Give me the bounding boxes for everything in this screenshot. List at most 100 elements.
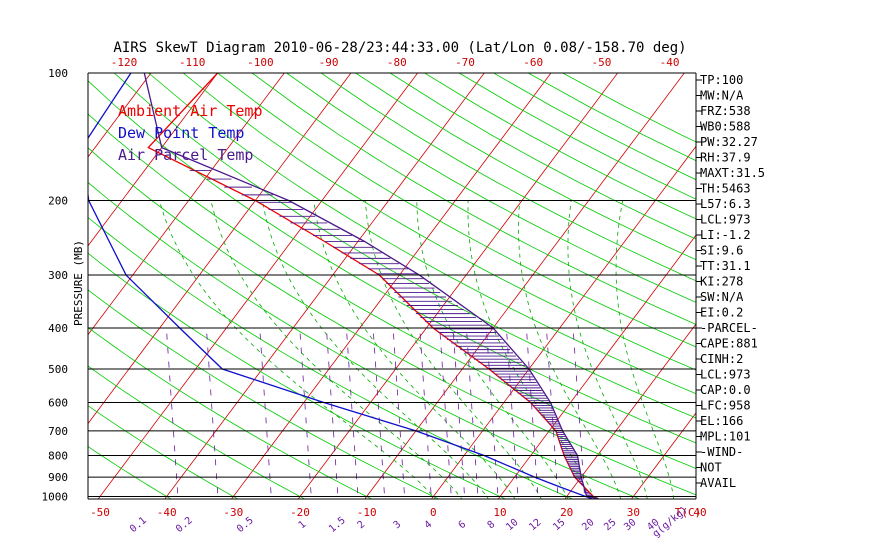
legend: Ambient Air Temp Dew Point Temp Air Parcel…	[118, 102, 263, 164]
x-tick-label-top: -90	[319, 56, 339, 69]
moist-adiabat-line	[158, 200, 437, 499]
isotherm-line	[88, 73, 285, 336]
isotherm-line	[430, 145, 696, 499]
index-label: TT:31.1	[700, 259, 751, 273]
x-tick-label-bottom: -50	[90, 506, 110, 519]
mixing-ratio-line	[165, 327, 179, 499]
x-tick-label-bottom: 10	[493, 506, 506, 519]
mixing-ratio-line	[486, 327, 499, 499]
series-line-2	[88, 73, 592, 499]
isotherm-line	[0, 73, 18, 507]
isotherm-line	[630, 412, 696, 499]
x-tick-label-top: -60	[523, 56, 543, 69]
moist-adiabat-line	[416, 200, 569, 499]
moist-adiabat-line	[313, 200, 516, 499]
dry-adiabat-line	[355, 73, 696, 261]
mixing-ratio-tick-label: 25	[602, 517, 618, 533]
x-tick-label-bottom: -20	[290, 506, 310, 519]
mixing-ratio-line	[326, 327, 339, 499]
mixing-ratio-tick-label: 2	[356, 519, 368, 531]
dry-adiabat-line	[389, 73, 696, 240]
index-label: PW:32.27	[700, 135, 758, 149]
isotherm-line	[364, 73, 685, 499]
isotherm-line	[88, 73, 218, 247]
moist-adiabat-line	[261, 200, 489, 499]
index-label: NOT	[700, 461, 722, 475]
index-label: SW:N/A	[700, 290, 744, 304]
mixing-ratio-tick-label: 12	[527, 517, 543, 533]
y-tick-label: 300	[48, 269, 68, 282]
isotherm-line	[297, 73, 618, 499]
dry-adiabat-line	[182, 73, 696, 371]
y-axis-label: PRESSURE (MB)	[72, 240, 85, 326]
moist-adiabat-line	[210, 200, 463, 499]
index-label: RH:37.9	[700, 151, 751, 165]
dry-adiabat-line	[251, 73, 696, 325]
mixing-ratio-line	[419, 327, 432, 499]
x-tick-label-bottom: -10	[357, 506, 377, 519]
x-tick-label-top: -70	[455, 56, 475, 69]
legend-item: Dew Point Temp	[118, 124, 244, 142]
y-tick-label: 400	[48, 322, 68, 335]
mixing-ratio-tick-label: 30	[622, 517, 638, 533]
x-tick-label-bottom: -30	[223, 506, 243, 519]
legend-item: Air Parcel Temp	[118, 146, 253, 164]
mixing-ratio-tick-label: 1	[297, 519, 309, 531]
index-label: EI:0.2	[700, 306, 743, 320]
index-label: CINH:2	[700, 352, 743, 366]
mixing-ratio-tick-label: 1.5	[327, 515, 348, 535]
x-tick-label-top: -110	[179, 56, 206, 69]
mixing-ratio-line	[452, 327, 466, 499]
isotherm-line	[88, 73, 152, 158]
isotherm-line	[164, 73, 485, 499]
dry-adiabat-line	[493, 73, 696, 181]
index-label: KI:278	[700, 275, 743, 289]
index-label: CAPE:881	[700, 337, 758, 351]
isotherm-line	[759, 73, 870, 507]
index-label: SI:9.6	[700, 244, 743, 258]
dry-adiabat-line	[424, 73, 696, 220]
isotherm-line	[88, 73, 352, 425]
index-label: L57:6.3	[700, 197, 751, 211]
dry-adiabat-line	[458, 73, 696, 200]
index-label: CAP:0.0	[700, 383, 751, 397]
x-tick-label-top: -100	[247, 56, 274, 69]
moist-adiabat-line	[364, 200, 542, 499]
y-tick-label: 700	[48, 425, 68, 438]
mixing-ratio-tick-label: 8	[486, 519, 498, 531]
isotherm-line	[564, 323, 696, 499]
index-label: -WIND-	[700, 445, 743, 459]
index-label: TP:100	[700, 73, 743, 87]
dry-adiabat-line	[217, 73, 696, 348]
x-tick-label-top: -40	[660, 56, 680, 69]
x-tick-label-top: -50	[591, 56, 611, 69]
index-label: LCL:973	[700, 368, 751, 382]
index-label: LI:-1.2	[700, 228, 751, 242]
index-label: TH:5463	[700, 182, 751, 196]
dry-adiabat-line	[286, 73, 696, 303]
y-tick-label: 1000	[42, 490, 69, 503]
mixing-ratio-tick-label: 6	[457, 519, 469, 531]
mixing-ratio-line	[526, 327, 539, 499]
mixing-ratio-tick-label: 0.2	[174, 515, 195, 535]
index-label: FRZ:538	[700, 104, 751, 118]
index-label: MW:N/A	[700, 89, 744, 103]
mixing-ratio-tick-label: 0.1	[128, 515, 149, 535]
dry-adiabat-line	[113, 73, 696, 419]
isotherm-line	[497, 234, 696, 499]
dry-adiabat-line	[148, 73, 696, 395]
mixing-ratio-line	[392, 327, 406, 499]
y-tick-label: 900	[48, 471, 68, 484]
y-tick-label: 500	[48, 363, 68, 376]
index-label: -PARCEL-	[700, 321, 758, 335]
x-tick-label-bottom: 0	[430, 506, 437, 519]
mixing-ratio-tick-label: 20	[580, 517, 596, 533]
mixing-ratio-tick-label: 4	[423, 519, 435, 531]
x-tick-label-bottom: 30	[627, 506, 640, 519]
legend-item: Ambient Air Temp	[118, 102, 263, 120]
dry-adiabat-line	[88, 80, 696, 444]
y-tick-label: 100	[48, 67, 68, 80]
isotherm-line	[97, 73, 418, 499]
index-label: WB0:588	[700, 120, 751, 134]
mixing-ratio-tick-label: 15	[551, 517, 567, 533]
